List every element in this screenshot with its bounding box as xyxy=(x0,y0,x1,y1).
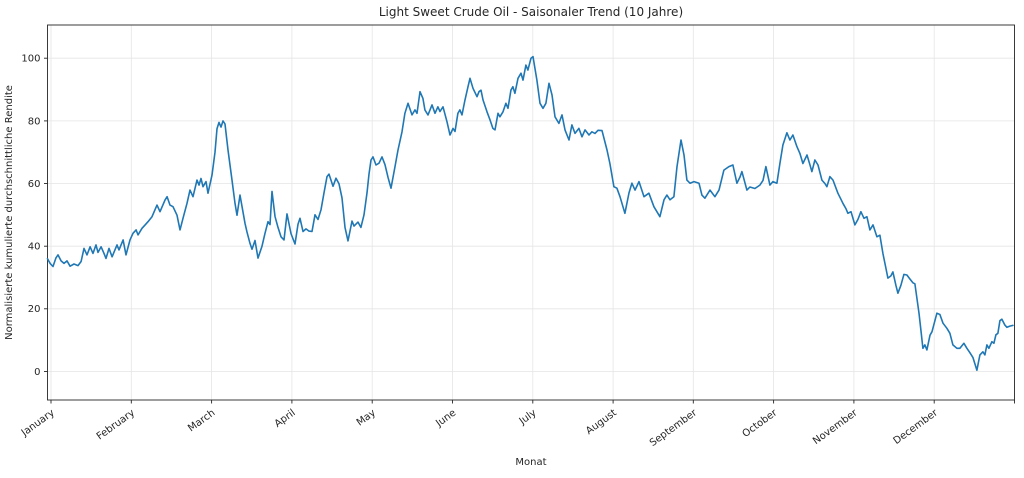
x-tick-label: August xyxy=(584,407,619,437)
y-tick-label: 80 xyxy=(28,116,41,127)
plot-area: 0 20 40 60 80 100 January February March April May… xyxy=(19,24,1015,449)
plot-frame xyxy=(47,24,1015,401)
y-axis-label: Normalisierte kumulierte durchschnittlic… xyxy=(4,85,15,340)
x-tick-label: December xyxy=(892,407,941,447)
x-tick-label: June xyxy=(433,408,458,430)
y-tick-label: 60 xyxy=(28,179,41,190)
x-axis-label: Monat xyxy=(515,457,546,468)
trend-line xyxy=(46,55,1014,371)
x-tick-label: March xyxy=(186,408,217,435)
x-tick-label: April xyxy=(273,408,298,430)
x-tick-label: July xyxy=(517,407,539,427)
y-tick-label: 40 xyxy=(28,242,41,253)
y-tick-label: 20 xyxy=(28,304,41,315)
x-tick-label: October xyxy=(741,407,781,440)
y-tick-label: 100 xyxy=(21,54,40,65)
chart-title: Light Sweet Crude Oil - Saisonaler Trend… xyxy=(379,5,683,19)
y-tick-label: 0 xyxy=(34,367,40,378)
x-tick-label: November xyxy=(811,407,860,447)
x-tick-label: May xyxy=(355,407,378,428)
x-tick-label: January xyxy=(19,407,57,439)
x-tick-label: September xyxy=(648,407,700,449)
x-tick-label: February xyxy=(95,407,137,442)
